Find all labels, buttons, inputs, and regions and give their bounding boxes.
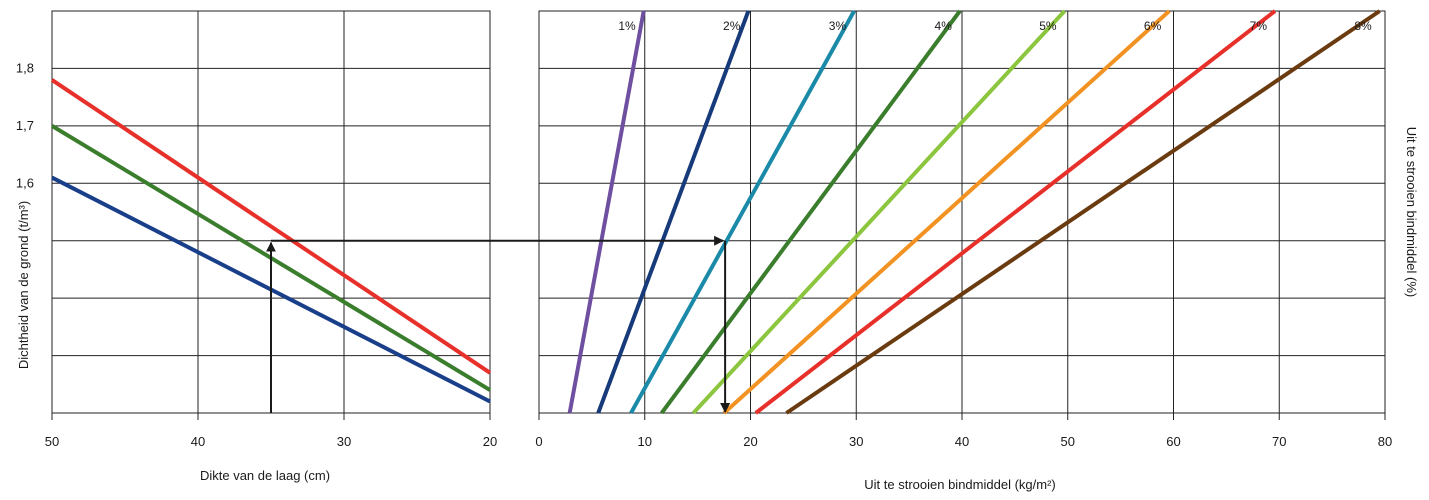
left-y-tick-label: 1,8 [16, 60, 34, 75]
right-series-label: 5% [1039, 19, 1057, 33]
right-series-line-7pct [754, 9, 1277, 415]
right-panel: 1% 2% 3% 4% 5% 6% 7% 8% 0 10 20 30 40 50 60 70 80 Uit t… [535, 9, 1419, 492]
left-x-ticks: 50 40 30 20 [45, 413, 497, 449]
right-x-axis-title: Uit te strooien bindmiddel (kg/m²) [864, 477, 1055, 492]
right-percent-labels: 1% 2% 3% 4% 5% 6% 7% 8% [618, 19, 1372, 33]
left-x-tick-label: 40 [191, 434, 205, 449]
left-x-tick-label: 50 [45, 434, 59, 449]
right-series-line-2pct [596, 10, 751, 414]
right-x-tick-label: 30 [849, 434, 863, 449]
right-series-label: 1% [618, 19, 636, 33]
right-x-tick-label: 80 [1378, 434, 1392, 449]
right-series-label: 3% [829, 19, 847, 33]
right-series-line-4pct [660, 9, 962, 415]
left-x-tick-label: 20 [483, 434, 497, 449]
right-series-line-5pct [691, 9, 1067, 415]
right-series-line-3pct [629, 10, 856, 414]
right-x-tick-label: 40 [955, 434, 969, 449]
right-series-line-6pct [722, 9, 1171, 415]
right-x-tick-label: 10 [638, 434, 652, 449]
right-series-label: 6% [1144, 19, 1162, 33]
left-y-tick-label: 1,6 [16, 175, 34, 190]
right-series-label: 2% [723, 19, 741, 33]
left-panel: 1,8 1,7 1,6 50 40 30 20 Dikte van de laag (cm… [16, 10, 497, 483]
right-series-label: 4% [935, 19, 953, 33]
left-y-axis-title: Dichtheid van de grond (t/m³) [16, 201, 31, 369]
left-y-tick-label: 1,7 [16, 118, 34, 133]
right-grid [539, 11, 1385, 413]
right-x-tick-label: 70 [1272, 434, 1286, 449]
right-series-group [567, 9, 1381, 415]
left-x-axis-title: Dikte van de laag (cm) [200, 468, 330, 483]
left-series-line-1 [50, 78, 492, 375]
right-series-line-1pct [567, 10, 646, 414]
right-x-ticks: 0 10 20 30 40 50 60 70 80 [535, 413, 1392, 449]
right-series-label: 8% [1354, 19, 1372, 33]
right-series-label: 7% [1250, 19, 1268, 33]
left-y-ticks: 1,8 1,7 1,6 [16, 60, 34, 190]
right-x-tick-label: 20 [743, 434, 757, 449]
right-x-tick-label: 0 [535, 434, 542, 449]
left-x-tick-label: 30 [337, 434, 351, 449]
right-series-line-8pct [785, 9, 1381, 415]
right-x-tick-label: 50 [1061, 434, 1075, 449]
reading-arrows [266, 235, 731, 413]
right-x-tick-label: 60 [1166, 434, 1180, 449]
right-y-axis-title: Uit te strooien bindmiddel (%) [1404, 127, 1419, 298]
